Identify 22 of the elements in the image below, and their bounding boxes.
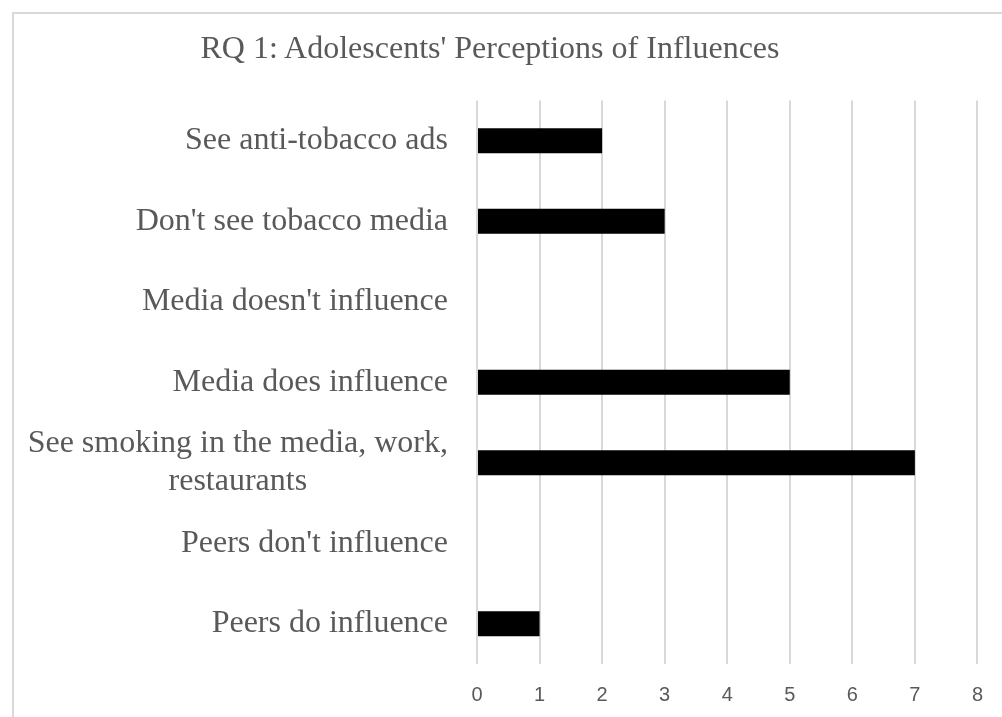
y-tick-label: See smoking in the media, work, restaurants	[27, 422, 448, 498]
bar	[478, 611, 540, 637]
y-tick-label: Peers do influence	[211, 603, 448, 640]
bar	[478, 450, 915, 476]
y-tick-label: Media does influence	[172, 361, 448, 398]
x-tick-label: 7	[909, 682, 921, 705]
x-tick-label: 2	[596, 682, 608, 705]
x-tick-label: 3	[659, 682, 671, 705]
x-tick-label: 6	[846, 682, 858, 705]
x-tick-label: 1	[533, 682, 546, 705]
x-tick-label: 8	[971, 682, 983, 705]
bar	[478, 369, 790, 395]
x-tick-label: 5	[784, 682, 796, 705]
y-tick-label: Peers don't influence	[180, 522, 448, 559]
bar	[478, 128, 603, 154]
y-tick-label: Media doesn't influence	[141, 281, 448, 318]
x-tick-label: 4	[721, 682, 733, 705]
chart-title: RQ 1: Adolescents' Perceptions of Influences	[200, 28, 780, 65]
y-tick-label: See anti-tobacco ads	[185, 120, 448, 157]
bar	[478, 208, 665, 234]
x-tick-label: 0	[471, 682, 483, 705]
y-tick-label: Don't see tobacco media	[135, 200, 448, 237]
